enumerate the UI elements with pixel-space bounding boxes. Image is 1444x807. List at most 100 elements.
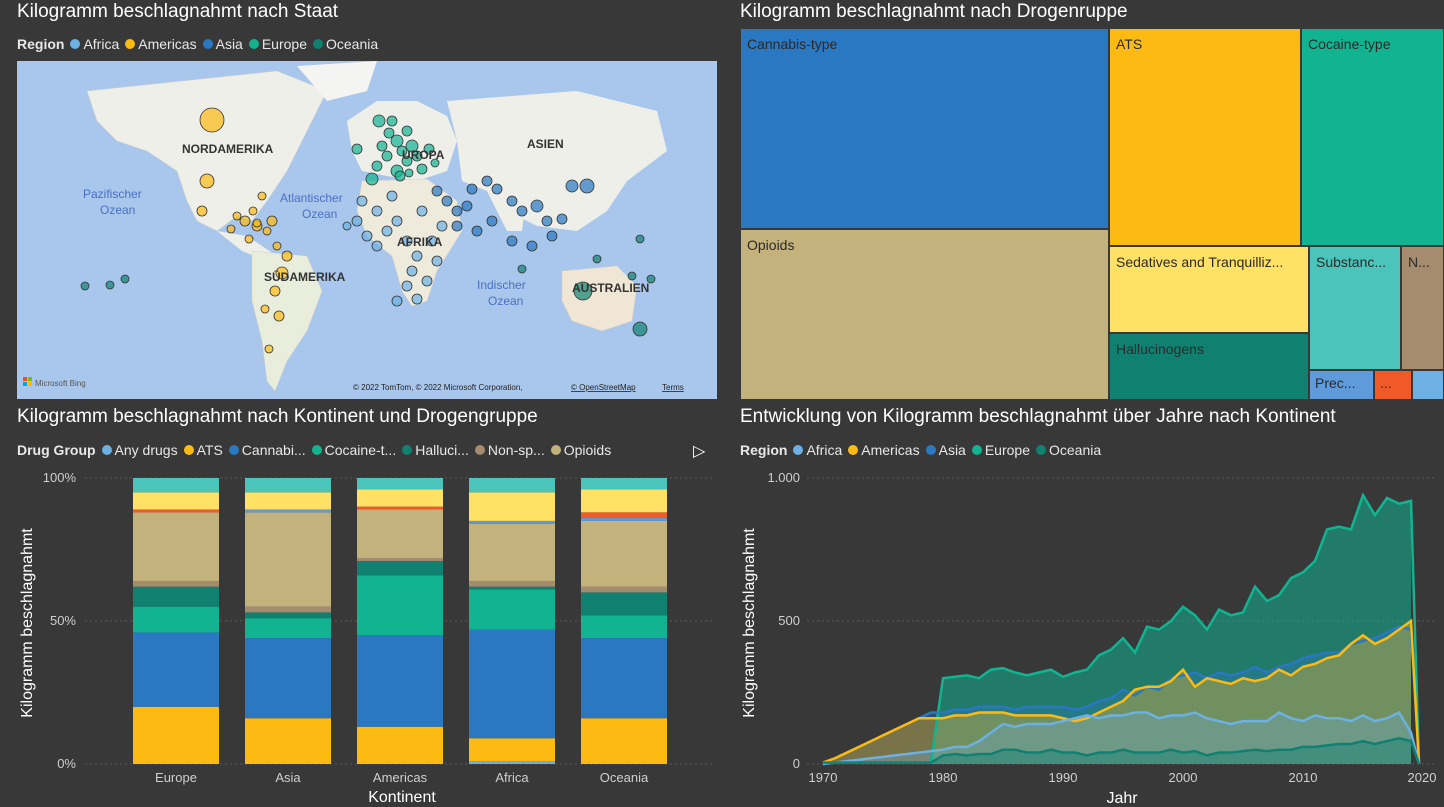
map-bubble-americas[interactable] (262, 226, 272, 236)
bar-segment[interactable] (581, 586, 667, 593)
map-bubble-europe[interactable] (390, 134, 404, 148)
bar-segment[interactable] (581, 478, 667, 490)
map-bubble-europe[interactable] (386, 115, 398, 127)
map-bubble-americas[interactable] (275, 266, 289, 280)
map-bubble-europe[interactable] (383, 127, 395, 139)
map-bubble-europe[interactable] (365, 172, 379, 186)
map-bubble-africa[interactable] (411, 293, 423, 305)
map-legend-item[interactable]: Americas (125, 36, 197, 52)
map-bubble-africa[interactable] (391, 215, 403, 227)
map-bubble-asia[interactable] (530, 199, 544, 213)
bar-segment[interactable] (133, 478, 219, 493)
stacked-legend-item[interactable]: ATS (183, 442, 223, 458)
stacked-legend-item[interactable]: Halluci... (402, 442, 469, 458)
world-map[interactable]: NORDAMERIKA SÜDAMERIKA UROPA ASIEN AFRIK… (17, 61, 717, 399)
map-bubble-asia[interactable] (556, 213, 568, 225)
map-bubble-asia[interactable] (506, 235, 518, 247)
map-bubble-oceania[interactable] (646, 274, 656, 284)
bar-segment[interactable] (469, 520, 555, 524)
map-bubble-asia[interactable] (451, 205, 463, 217)
bar-segment[interactable] (133, 706, 219, 764)
map-bubble-europe[interactable] (371, 160, 383, 172)
map-bubble-americas[interactable] (264, 344, 274, 354)
map-bubble-africa[interactable] (371, 240, 383, 252)
map-bubble-africa[interactable] (356, 195, 368, 207)
bar-segment[interactable] (133, 580, 219, 587)
bar-segment[interactable] (245, 638, 331, 719)
bar-segment[interactable] (357, 509, 443, 559)
treemap-cell-precursors[interactable]: Prec... (1309, 370, 1374, 400)
map-legend-item[interactable]: Europe (248, 36, 307, 52)
treemap-cell-non-specified[interactable]: N... (1401, 246, 1444, 370)
map-bubble-europe[interactable] (404, 168, 414, 178)
map-bubble-europe[interactable] (381, 150, 393, 162)
map-bubble-americas[interactable] (226, 224, 236, 234)
map-bubble-europe[interactable] (372, 114, 386, 128)
map-bubble-europe[interactable] (416, 163, 428, 175)
map-bubble-africa[interactable] (421, 275, 433, 287)
map-bubble-africa[interactable] (371, 205, 383, 217)
bar-segment[interactable] (469, 761, 555, 764)
bar-segment[interactable] (581, 520, 667, 587)
map-bubble-americas[interactable] (248, 206, 258, 216)
map-bubble-africa[interactable] (361, 230, 373, 242)
line-legend-item[interactable]: Americas (848, 442, 920, 458)
map-bubble-asia[interactable] (565, 179, 579, 193)
bar-segment[interactable] (245, 509, 331, 513)
bar-segment[interactable] (581, 489, 667, 513)
map-bubble-africa[interactable] (381, 225, 393, 237)
line-legend-item[interactable]: Oceania (1036, 442, 1101, 458)
bar-segment[interactable] (133, 492, 219, 510)
bar-segment[interactable] (357, 558, 443, 561)
map-bubble-asia[interactable] (491, 183, 503, 195)
map-bubble-americas[interactable] (257, 191, 267, 201)
bar-segment[interactable] (581, 718, 667, 764)
bar-segment[interactable] (133, 632, 219, 707)
map-bubble-africa[interactable] (401, 280, 413, 292)
map-bubble-americas[interactable] (239, 215, 251, 227)
bar-segment[interactable] (469, 523, 555, 581)
bar-segment[interactable] (133, 512, 219, 581)
map-bubble-oceania[interactable] (627, 271, 637, 281)
map-bubble-europe[interactable] (351, 143, 363, 155)
map-bubble-oceania[interactable] (120, 274, 130, 284)
map-bubble-oceania[interactable] (632, 321, 648, 337)
stacked-legend-item[interactable]: Opioids (550, 442, 611, 458)
bar-segment[interactable] (581, 518, 667, 521)
line-americas[interactable] (822, 618, 1421, 765)
stacked-legend-item[interactable]: Non-sp... (474, 442, 545, 458)
map-bubble-asia[interactable] (579, 178, 595, 194)
treemap-cell-ats[interactable]: ATS (1109, 28, 1301, 246)
bar-segment[interactable] (469, 478, 555, 493)
map-bubble-africa[interactable] (416, 205, 428, 217)
bar-segment[interactable] (357, 635, 443, 727)
map-bubble-asia[interactable] (486, 215, 498, 227)
map-bubble-asia[interactable] (461, 200, 473, 212)
map-bubble-asia[interactable] (466, 183, 478, 195)
map-bubble-africa[interactable] (401, 235, 413, 247)
map-bubble-europe[interactable] (396, 145, 408, 157)
map-bubble-europe[interactable] (394, 170, 406, 182)
bar-segment[interactable] (357, 560, 443, 576)
bar-segment[interactable] (245, 618, 331, 639)
bar-segment[interactable] (469, 738, 555, 762)
map-bubble-asia[interactable] (441, 195, 453, 207)
map-bubble-europe[interactable] (401, 155, 413, 167)
bar-segment[interactable] (581, 592, 667, 616)
map-bubble-americas[interactable] (199, 107, 225, 133)
map-bubble-asia[interactable] (451, 220, 463, 232)
map-bubble-americas[interactable] (260, 304, 270, 314)
map-bubble-oceania[interactable] (517, 264, 527, 274)
bar-segment[interactable] (581, 638, 667, 719)
bar-segment[interactable] (357, 478, 443, 490)
map-bubble-americas[interactable] (266, 215, 278, 227)
bar-segment[interactable] (469, 492, 555, 521)
map-bubble-asia[interactable] (541, 215, 553, 227)
treemap-cell-hallucinogens[interactable]: Hallucinogens (1109, 333, 1309, 400)
map-bubble-oceania[interactable] (80, 281, 90, 291)
stacked-legend-item[interactable]: Any drugs (101, 442, 178, 458)
bar-segment[interactable] (469, 629, 555, 739)
map-bubble-africa[interactable] (342, 221, 352, 231)
line-legend-item[interactable]: Asia (925, 442, 966, 458)
map-bubble-africa[interactable] (386, 190, 398, 202)
